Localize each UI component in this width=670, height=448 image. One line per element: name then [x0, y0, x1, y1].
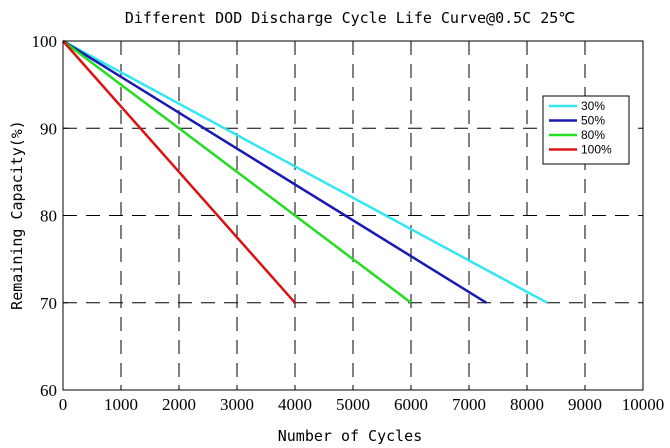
x-tick-label-4: 4000 — [278, 395, 312, 414]
x-axis-label: Number of Cycles — [278, 427, 423, 445]
y-tick-label-0: 60 — [40, 381, 57, 400]
x-tick-label-9: 9000 — [568, 395, 602, 414]
x-tick-label-6: 6000 — [394, 395, 428, 414]
series-layer — [62, 39, 548, 304]
legend-label-30pct: 30% — [581, 99, 605, 113]
series-line-100pct — [62, 40, 296, 304]
legend-label-50pct: 50% — [581, 114, 605, 128]
y-tick-label-4: 100 — [32, 32, 58, 51]
series-line-80pct — [62, 40, 412, 304]
y-tick-labels: 60 70 80 90 100 — [32, 32, 68, 400]
x-tick-label-3: 3000 — [220, 395, 254, 414]
x-tick-label-2: 2000 — [162, 395, 196, 414]
x-tick-label-5: 5000 — [336, 395, 370, 414]
y-tick-label-2: 80 — [40, 207, 57, 226]
y-tick-label-3: 90 — [40, 119, 57, 138]
x-tick-labels: 0 1000 2000 3000 4000 5000 6000 7000 8000 9000 100… — [59, 385, 665, 414]
x-tick-label-10: 10000 — [622, 395, 665, 414]
y-axis-label: Remaining Capacity(%) — [8, 120, 26, 310]
x-tick-label-8: 8000 — [510, 395, 544, 414]
x-tick-label-7: 7000 — [452, 395, 486, 414]
legend-label-80pct: 80% — [581, 128, 605, 142]
chart-title: Different DOD Discharge Cycle Life Curve… — [125, 9, 575, 27]
x-tick-label-0: 0 — [59, 395, 68, 414]
y-tick-label-1: 70 — [40, 294, 57, 313]
legend-label-100pct: 100% — [581, 143, 612, 157]
series-line-30pct — [62, 39, 548, 304]
legend: 30%50%80%100% — [542, 95, 630, 165]
legend-box — [542, 95, 630, 165]
x-tick-label-1: 1000 — [104, 395, 138, 414]
series-line-50pct — [62, 39, 488, 304]
